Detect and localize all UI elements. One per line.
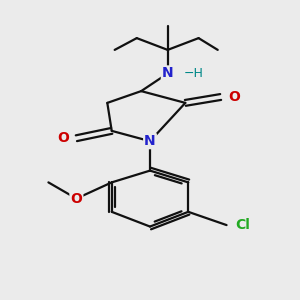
- Text: −H: −H: [184, 67, 204, 80]
- Text: O: O: [228, 90, 240, 104]
- Text: O: O: [57, 131, 69, 145]
- Text: O: O: [70, 192, 82, 206]
- Text: N: N: [162, 66, 173, 80]
- Text: Cl: Cl: [236, 218, 250, 232]
- Text: N: N: [144, 134, 156, 148]
